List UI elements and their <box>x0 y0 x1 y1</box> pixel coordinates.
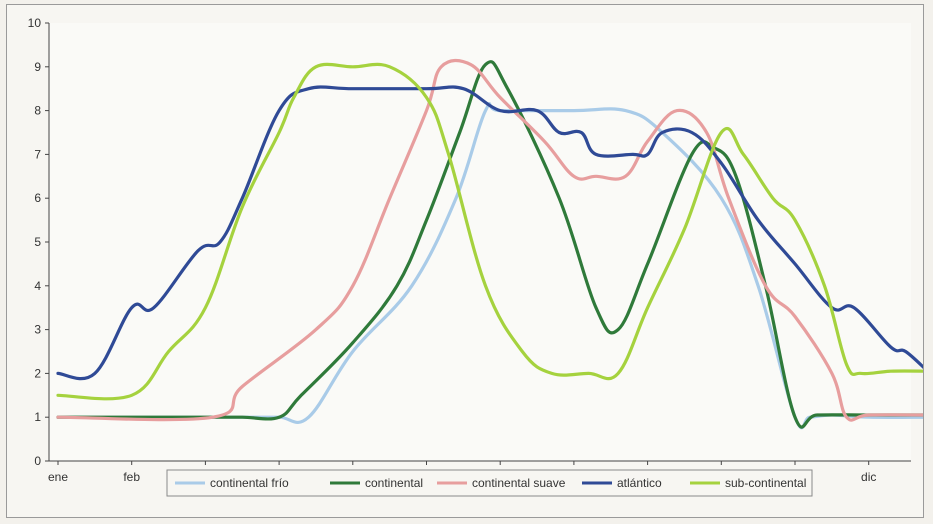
plot-area-background <box>49 23 911 461</box>
series-lines <box>56 58 923 430</box>
series-line-2 <box>56 58 923 422</box>
legend-label: continental suave <box>472 476 566 490</box>
series-line-3 <box>56 85 923 381</box>
legend-item: atlántico <box>582 476 662 490</box>
y-tick-label: 9 <box>34 60 41 74</box>
y-tick-label: 5 <box>34 235 41 249</box>
legend-item: sub-continental <box>690 476 806 490</box>
legend-item: continental <box>330 476 423 490</box>
y-tick-label: 1 <box>34 410 41 424</box>
y-tick-label: 7 <box>34 147 41 161</box>
y-tick-label: 4 <box>34 279 41 293</box>
series-line-4 <box>56 62 923 401</box>
legend: continental frío continental continental s… <box>166 469 813 497</box>
y-tick-label: 0 <box>34 454 41 468</box>
y-tick-label: 3 <box>34 323 41 337</box>
legend-item: continental frío <box>175 476 289 490</box>
legend-label: sub-continental <box>725 476 806 490</box>
x-tick-label: ene <box>48 470 68 484</box>
x-tick-label: feb <box>123 470 140 484</box>
legend-label: continental frío <box>210 476 289 490</box>
x-tick-label: dic <box>861 470 876 484</box>
series-line-1 <box>56 60 923 429</box>
y-tick-label: 6 <box>34 191 41 205</box>
legend-label: atlántico <box>617 476 662 490</box>
y-axis-ticks: 0 1 2 3 4 5 6 7 8 9 10 <box>28 16 49 468</box>
y-tick-label: 8 <box>34 104 41 118</box>
y-tick-label: 10 <box>28 16 42 30</box>
y-tick-label: 2 <box>34 366 41 380</box>
legend-item: continental suave <box>437 476 566 490</box>
legend-label: continental <box>365 476 423 490</box>
